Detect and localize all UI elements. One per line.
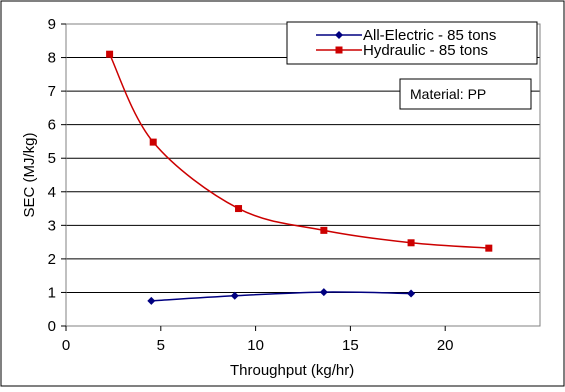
x-tick-label-2: 10 <box>247 337 264 354</box>
y-tick-label-3: 3 <box>48 217 56 234</box>
material-note-text: Material: PP <box>410 86 486 102</box>
y-tick-label-7: 7 <box>48 83 56 100</box>
x-tick-label-0: 0 <box>62 337 70 354</box>
y-tick-label-2: 2 <box>48 251 56 268</box>
data-point-hydraulic-3 <box>320 226 328 234</box>
y-tick-label-8: 8 <box>48 50 56 67</box>
legend: All-Electric - 85 tons Hydraulic - 85 to… <box>286 21 538 65</box>
material-note: Material: PP <box>399 78 532 110</box>
data-point-all-electric-3 <box>407 289 416 298</box>
y-axis: 0 1 2 3 4 5 6 7 8 9 <box>48 16 66 335</box>
data-point-all-electric-1 <box>230 291 239 300</box>
y-tick-label-6: 6 <box>48 117 56 134</box>
x-tick-label-1: 5 <box>157 337 165 354</box>
series-layer <box>106 50 493 305</box>
y-tick-label-0: 0 <box>48 318 56 335</box>
y-tick-label-1: 1 <box>48 284 56 301</box>
data-point-hydraulic-4 <box>407 239 415 247</box>
series-line-all-electric <box>151 291 412 302</box>
data-point-all-electric-2 <box>319 288 328 297</box>
y-tick-label-5: 5 <box>48 150 56 167</box>
y-tick-label-4: 4 <box>48 184 56 201</box>
x-tick-label-3: 15 <box>342 337 359 354</box>
data-point-hydraulic-1 <box>149 138 157 146</box>
x-axis-title: Throughput (kg/hr) <box>230 362 354 379</box>
data-point-hydraulic-0 <box>106 50 114 58</box>
legend-label-all-electric: All-Electric - 85 tons <box>363 27 496 44</box>
legend-box <box>286 21 538 65</box>
legend-label-hydraulic: Hydraulic - 85 tons <box>363 42 488 59</box>
x-axis: 0 5 10 15 20 <box>62 326 454 354</box>
data-point-hydraulic-2 <box>235 205 243 213</box>
material-note-box <box>399 78 532 110</box>
data-point-hydraulic-5 <box>485 244 493 252</box>
x-tick-label-4: 20 <box>437 337 454 354</box>
data-point-all-electric-0 <box>147 296 156 305</box>
legend-marker-all-electric <box>335 31 343 39</box>
y-axis-title: SEC (MJ/kg) <box>21 132 38 217</box>
y-tick-label-9: 9 <box>48 16 56 33</box>
legend-marker-hydraulic <box>335 46 343 54</box>
